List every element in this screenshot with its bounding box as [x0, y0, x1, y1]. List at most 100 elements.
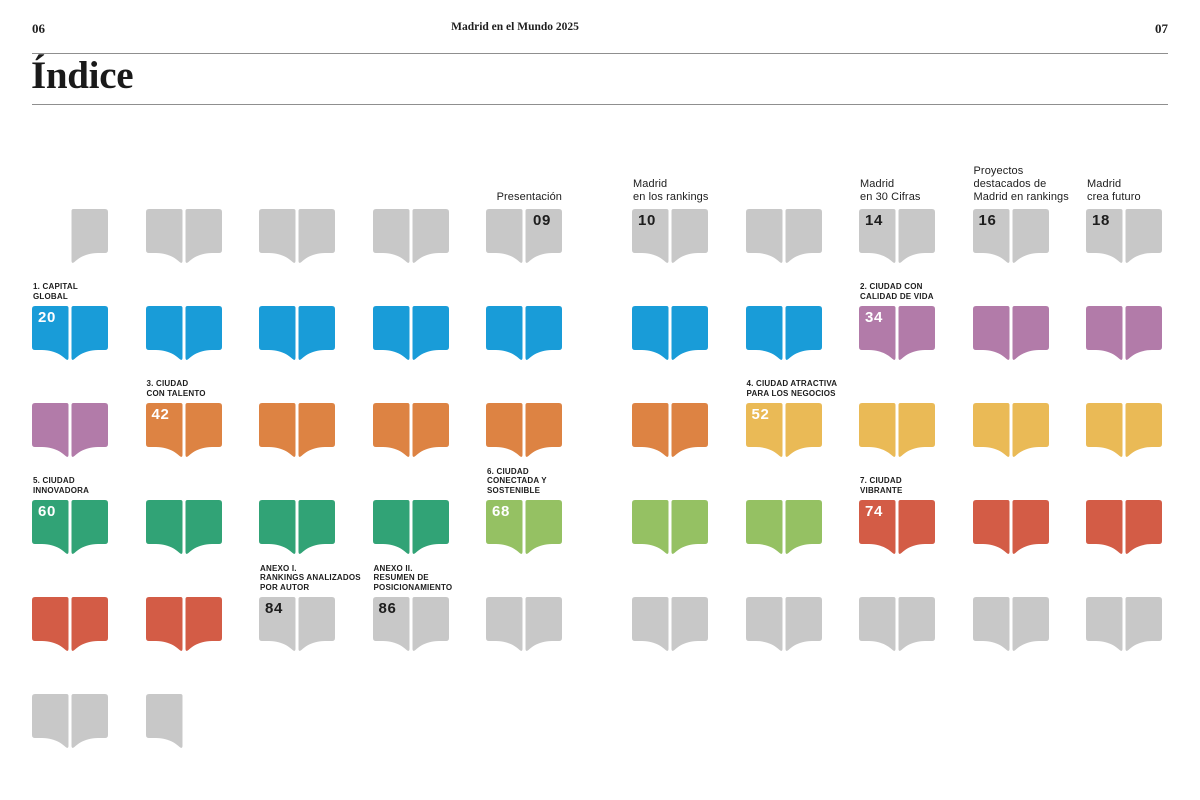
toc-book-spread: 18 [1086, 209, 1162, 267]
toc-page-number: 86 [378, 600, 397, 617]
toc-page-number: 14 [865, 212, 883, 229]
toc-book-spread [1086, 403, 1162, 461]
open-book-icon [745, 306, 822, 360]
toc-entry-label: Madrid en los rankings [633, 178, 709, 203]
open-book-icon [32, 306, 108, 360]
page-number-right: 07 [1155, 21, 1168, 36]
toc-book-spread [259, 500, 335, 558]
open-book-icon [372, 403, 449, 457]
open-book-icon [632, 306, 708, 360]
open-book-icon [972, 306, 1049, 360]
toc-book-spread [859, 403, 935, 461]
open-book-icon [32, 694, 108, 748]
open-book-icon [1086, 209, 1162, 263]
toc-book-spread: 10 [632, 209, 708, 267]
open-book-icon [486, 209, 562, 263]
open-book-icon [259, 306, 335, 360]
title-rule-top [32, 53, 1168, 54]
toc-book-spread: 09 [486, 209, 562, 267]
toc-page-number: 18 [1092, 212, 1110, 229]
toc-book-spread: 74 [859, 500, 935, 558]
toc-book-spread [372, 500, 449, 558]
page-title: Índice [31, 54, 134, 97]
open-book-icon [259, 209, 335, 263]
open-book-icon [372, 500, 449, 554]
open-book-icon [145, 209, 222, 263]
open-book-icon [632, 597, 708, 651]
toc-book-spread [745, 500, 822, 558]
toc-book-spread [259, 306, 335, 364]
toc-book-spread [1086, 597, 1162, 655]
toc-book-spread [745, 209, 822, 267]
toc-entry-label: 6. CIUDAD CONECTADA Y SOSTENIBLE [487, 466, 547, 495]
open-book-icon [859, 209, 935, 263]
open-book-icon [486, 500, 562, 554]
open-book-icon [32, 597, 108, 651]
open-book-icon [1086, 403, 1162, 457]
open-book-icon [259, 500, 335, 554]
toc-entry-label: Madrid en 30 Cifras [860, 178, 921, 203]
toc-entry-label: 2. CIUDAD CON CALIDAD DE VIDA [860, 282, 934, 301]
open-book-icon [145, 403, 222, 457]
toc-book-spread: 52 [745, 403, 822, 461]
toc-entry-label: ANEXO I. RANKINGS ANALIZADOS POR AUTOR [260, 563, 361, 592]
open-book-icon [1086, 597, 1162, 651]
open-book-icon [145, 597, 222, 651]
toc-book-spread [372, 209, 449, 267]
toc-book-spread [632, 403, 708, 461]
toc-book-spread: 42 [145, 403, 222, 461]
open-book-icon [1086, 500, 1162, 554]
toc-book-spread [486, 597, 562, 655]
toc-book-spread [859, 597, 935, 655]
open-book-icon [859, 500, 935, 554]
open-book-icon [859, 403, 935, 457]
open-book-icon [145, 500, 222, 554]
open-book-icon [745, 403, 822, 457]
open-book-icon [745, 209, 822, 263]
open-book-icon [486, 306, 562, 360]
open-book-icon [71, 209, 108, 263]
toc-book-left-page [145, 694, 222, 752]
toc-book-spread [145, 500, 222, 558]
toc-page-number: 34 [865, 309, 883, 326]
open-book-icon [972, 597, 1049, 651]
open-book-icon [259, 403, 335, 457]
toc-book-spread [372, 403, 449, 461]
page-number-left: 06 [32, 21, 45, 36]
toc-book-spread [145, 597, 222, 655]
toc-book-spread: 86 [372, 597, 449, 655]
toc-book-spread [972, 403, 1049, 461]
open-book-icon [972, 500, 1049, 554]
toc-book-spread [145, 209, 222, 267]
open-book-icon [745, 597, 822, 651]
toc-book-spread: 20 [32, 306, 108, 364]
toc-book-spread [972, 306, 1049, 364]
toc-book-spread [632, 500, 708, 558]
toc-book-spread [145, 306, 222, 364]
toc-book-spread [32, 403, 108, 461]
open-book-icon [259, 597, 335, 651]
toc-page-number: 74 [865, 503, 883, 520]
toc-book-spread [745, 597, 822, 655]
open-book-icon [372, 209, 449, 263]
open-book-icon [859, 306, 935, 360]
toc-entry-label: Proyectos destacados de Madrid en rankin… [973, 165, 1069, 203]
toc-book-spread [259, 209, 335, 267]
toc-book-spread: 68 [486, 500, 562, 558]
open-book-icon [145, 306, 222, 360]
toc-book-spread: 14 [859, 209, 935, 267]
toc-page-number: 09 [533, 212, 551, 229]
toc-page-number: 20 [38, 309, 56, 326]
toc-book-spread [1086, 306, 1162, 364]
toc-book-spread [1086, 500, 1162, 558]
toc-book-spread [972, 597, 1049, 655]
toc-page-number: 52 [751, 406, 770, 423]
toc-book-spread [972, 500, 1049, 558]
open-book-icon [486, 403, 562, 457]
toc-page-number: 60 [38, 503, 56, 520]
open-book-icon [486, 597, 562, 651]
toc-entry-label: Madrid crea futuro [1087, 178, 1141, 203]
toc-page-number: 84 [265, 600, 283, 617]
toc-book-spread [632, 597, 708, 655]
title-rule-bottom [32, 104, 1168, 105]
